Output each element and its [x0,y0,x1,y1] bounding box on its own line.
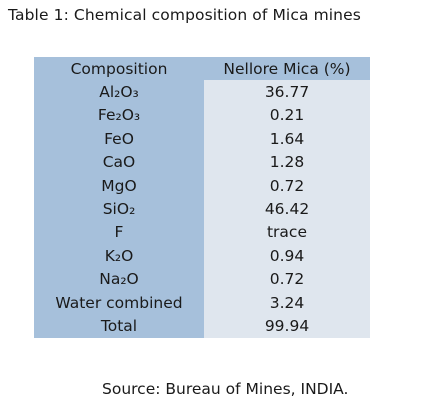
table-total-row: Total 99.94 [34,314,370,338]
value-cell: 3.24 [204,290,370,315]
table-row: Na₂O 0.72 [34,267,370,291]
table-row: CaO 1.28 [34,150,370,174]
table-row: SiO₂ 46.42 [34,197,370,221]
composition-cell: K₂O [34,244,204,268]
table-header-row: Composition Nellore Mica (%) [34,57,370,81]
composition-cell: MgO [34,173,204,198]
table-caption: Table 1: Chemical composition of Mica mi… [8,6,361,24]
table-row: Al₂O₃ 36.77 [34,80,370,104]
composition-table: Composition Nellore Mica (%) Al₂O₃ 36.77… [34,57,370,338]
source-note: Source: Bureau of Mines, INDIA. [102,380,349,398]
value-cell: 1.28 [204,150,370,174]
composition-cell: FeO [34,127,204,151]
composition-cell: CaO [34,150,204,174]
value-cell: 0.72 [204,267,370,291]
composition-cell: Al₂O₃ [34,80,204,104]
value-cell: 0.21 [204,103,370,128]
composition-cell: Total [34,314,204,338]
table-row: Water combined 3.24 [34,290,370,315]
value-cell: 36.77 [204,80,370,104]
value-cell: 0.72 [204,173,370,198]
composition-cell: SiO₂ [34,197,204,221]
value-cell: 46.42 [204,197,370,221]
table-row: Fe₂O₃ 0.21 [34,103,370,128]
value-cell: 0.94 [204,244,370,268]
composition-cell: Na₂O [34,267,204,291]
composition-cell: Water combined [34,290,204,315]
table-row: FeO 1.64 [34,127,370,151]
header-composition: Composition [34,57,204,81]
composition-cell: Fe₂O₃ [34,103,204,128]
table-row: K₂O 0.94 [34,244,370,268]
composition-cell: F [34,220,204,245]
header-nellore-mica: Nellore Mica (%) [204,57,370,81]
value-cell: 1.64 [204,127,370,151]
value-cell: 99.94 [204,314,370,338]
table-row: F trace [34,220,370,245]
table-row: MgO 0.72 [34,173,370,198]
value-cell: trace [204,220,370,245]
